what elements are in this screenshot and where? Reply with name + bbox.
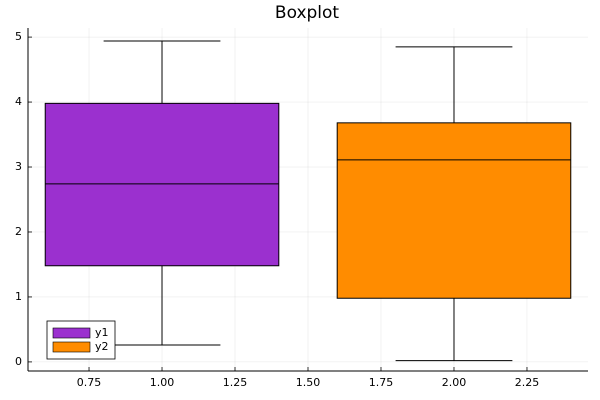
- legend-swatch: [52, 327, 91, 339]
- x-tick-label: 2.00: [442, 376, 467, 389]
- x-tick-label: 1.50: [296, 376, 321, 389]
- box: [336, 122, 572, 299]
- x-tick-label: 2.25: [515, 376, 540, 389]
- y-tick-label: 5: [15, 30, 22, 43]
- legend-box: [46, 320, 116, 360]
- y-tick-label: 4: [15, 95, 22, 108]
- chart-title: Boxplot: [275, 3, 340, 23]
- legend-label: y2: [95, 340, 109, 353]
- legend-label: y1: [95, 326, 109, 339]
- legend-swatch: [52, 341, 91, 353]
- y-tick-label: 1: [15, 290, 22, 303]
- x-tick-label: 1.75: [369, 376, 394, 389]
- x-tick-label: 1.25: [223, 376, 248, 389]
- x-tick-label: 1.00: [150, 376, 175, 389]
- y-tick-label: 3: [15, 160, 22, 173]
- y-tick-label: 2: [15, 225, 22, 238]
- x-tick-label: 0.75: [77, 376, 102, 389]
- y-tick-label: 0: [15, 355, 22, 368]
- box: [44, 102, 280, 267]
